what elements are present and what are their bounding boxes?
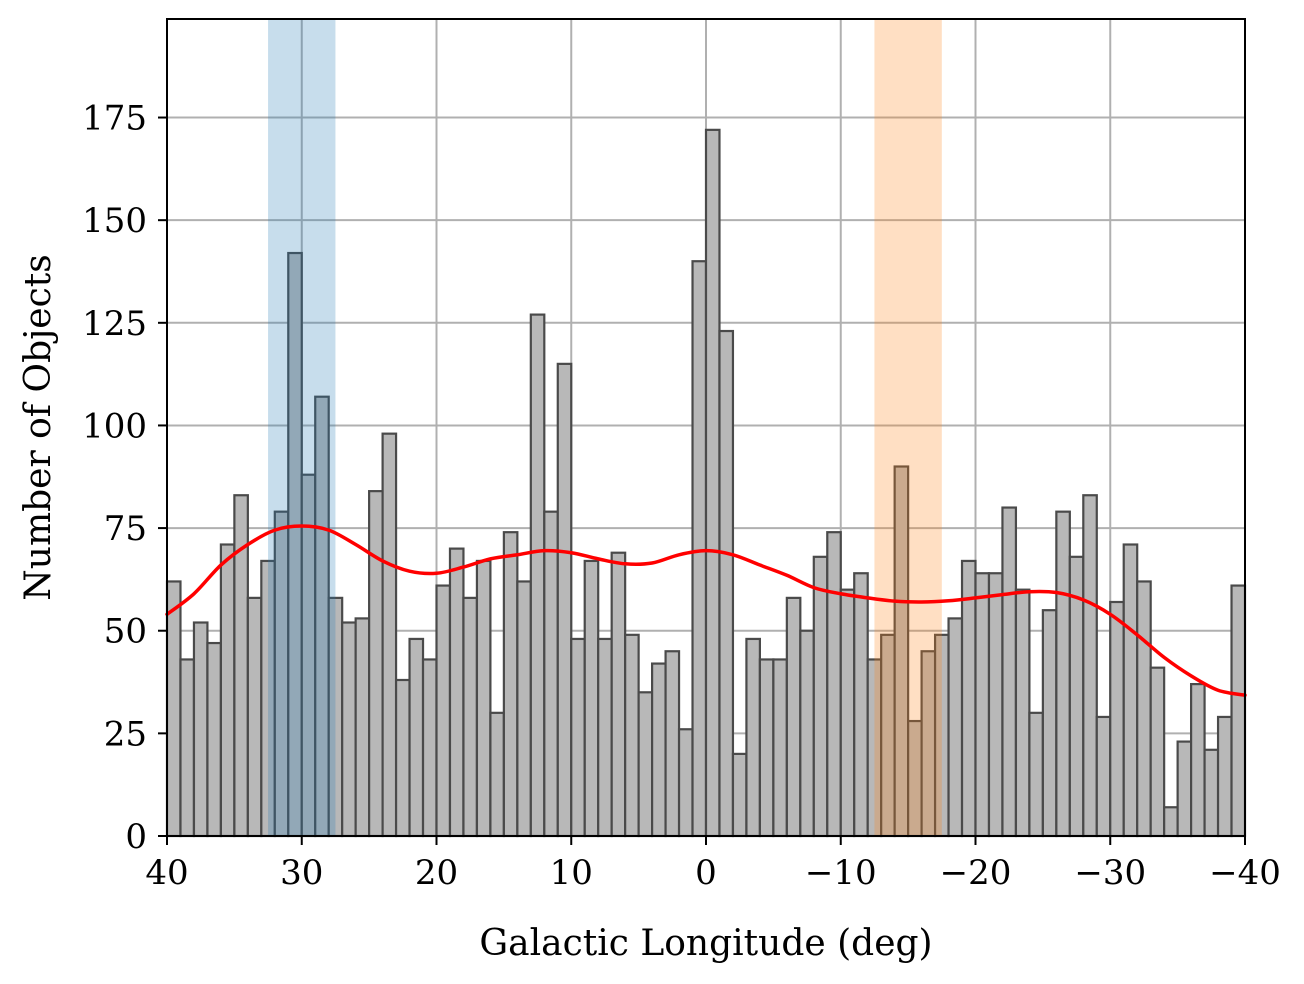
smooth-curve bbox=[165, 524, 1247, 697]
histogram-bar bbox=[543, 510, 559, 838]
histogram-bar bbox=[206, 641, 223, 838]
histogram-bar bbox=[1095, 715, 1112, 838]
y-tick-label: 0 bbox=[125, 817, 147, 857]
histogram-bar bbox=[1055, 510, 1071, 838]
histogram-bar bbox=[960, 559, 977, 838]
histogram-bar bbox=[408, 637, 425, 838]
histogram-bar bbox=[1203, 748, 1220, 838]
x-tick-label: 30 bbox=[280, 853, 323, 893]
histogram-bar bbox=[1149, 666, 1166, 838]
blue-region bbox=[268, 19, 336, 836]
histogram-bar bbox=[1216, 715, 1233, 838]
histogram-bar bbox=[583, 559, 600, 838]
histogram-bar bbox=[475, 559, 492, 838]
histogram-bar bbox=[610, 551, 627, 838]
histogram-bar bbox=[624, 633, 640, 838]
histogram-bar bbox=[637, 691, 654, 838]
histogram-bar bbox=[435, 584, 452, 838]
histogram-bar bbox=[1189, 682, 1206, 838]
histogram-bar bbox=[165, 580, 182, 838]
histogram-bar bbox=[772, 658, 788, 838]
histogram-bar bbox=[192, 621, 209, 838]
y-tick-label: 150 bbox=[82, 201, 147, 241]
histogram-bar bbox=[448, 547, 465, 838]
histogram-bar bbox=[462, 596, 479, 838]
histogram-bar bbox=[677, 728, 694, 838]
histogram-bar bbox=[731, 752, 748, 838]
x-axis-ticks: 40 30 20 10 0 −10 −20 −30 −40 bbox=[145, 836, 1281, 893]
y-axis-ticks: 0 25 50 75 100 125 150 175 bbox=[82, 99, 167, 857]
histogram-bar bbox=[691, 260, 708, 838]
histogram-bar bbox=[381, 432, 398, 838]
histogram-bar bbox=[1163, 806, 1179, 838]
x-tick-label: −30 bbox=[1074, 853, 1146, 893]
x-tick-label: −10 bbox=[805, 853, 877, 893]
histogram-bars bbox=[165, 128, 1247, 838]
y-tick-label: 175 bbox=[82, 99, 147, 139]
histogram-bar bbox=[368, 490, 384, 838]
histogram-bar bbox=[556, 362, 573, 838]
histogram-bar bbox=[516, 580, 532, 838]
orange-region bbox=[874, 19, 942, 836]
histogram-bar bbox=[974, 572, 991, 838]
histogram-bar bbox=[394, 678, 411, 838]
y-tick-label: 100 bbox=[82, 406, 147, 446]
histogram-bar bbox=[1109, 600, 1125, 838]
histogram-bar bbox=[839, 588, 856, 838]
x-tick-label: 0 bbox=[695, 853, 717, 893]
histogram-bar bbox=[502, 531, 519, 838]
y-tick-label: 125 bbox=[82, 304, 147, 344]
histogram-bar bbox=[341, 621, 357, 838]
y-tick-label: 50 bbox=[104, 612, 147, 652]
histogram-bar bbox=[354, 617, 371, 838]
histogram-bar bbox=[745, 637, 761, 838]
histogram-bar bbox=[179, 658, 196, 838]
histogram-bar bbox=[529, 313, 546, 838]
x-tick-label: −20 bbox=[940, 853, 1012, 893]
histogram-bar bbox=[826, 531, 842, 838]
x-axis-label: Galactic Longitude (deg) bbox=[479, 923, 932, 964]
histogram-bar bbox=[758, 658, 775, 838]
y-tick-label: 75 bbox=[104, 509, 147, 549]
histogram-bar bbox=[1176, 740, 1193, 838]
histogram-bar bbox=[421, 658, 438, 838]
histogram-bar bbox=[718, 329, 735, 838]
histogram-bar bbox=[1122, 543, 1139, 838]
histogram-bar bbox=[785, 596, 802, 838]
histogram-bar bbox=[1082, 494, 1098, 838]
histogram-bar bbox=[1028, 711, 1044, 838]
histogram-bar bbox=[1230, 584, 1247, 838]
histogram-bar bbox=[570, 637, 586, 838]
x-tick-label: −40 bbox=[1209, 853, 1281, 893]
histogram-bar bbox=[1001, 506, 1018, 838]
histogram-bar bbox=[246, 596, 263, 838]
histogram-bar bbox=[650, 662, 667, 838]
histogram-bar bbox=[664, 650, 681, 838]
y-tick-label: 25 bbox=[104, 714, 147, 754]
histogram-bar bbox=[1014, 588, 1031, 838]
histogram-bar bbox=[489, 711, 505, 838]
y-axis-label: Number of Objects bbox=[18, 254, 59, 600]
histogram-bar bbox=[1041, 609, 1058, 838]
histogram-bar bbox=[812, 555, 829, 838]
histogram-bar bbox=[1136, 580, 1152, 838]
x-tick-label: 10 bbox=[550, 853, 593, 893]
x-tick-label: 20 bbox=[415, 853, 458, 893]
histogram-bar bbox=[597, 637, 613, 838]
histogram-bar bbox=[853, 572, 869, 838]
histogram-bar bbox=[987, 572, 1004, 838]
histogram-bar bbox=[947, 617, 964, 838]
histogram-bar bbox=[219, 543, 236, 838]
histogram-bar bbox=[799, 629, 815, 838]
x-tick-label: 40 bbox=[145, 853, 188, 893]
histogram-bar bbox=[704, 128, 721, 838]
